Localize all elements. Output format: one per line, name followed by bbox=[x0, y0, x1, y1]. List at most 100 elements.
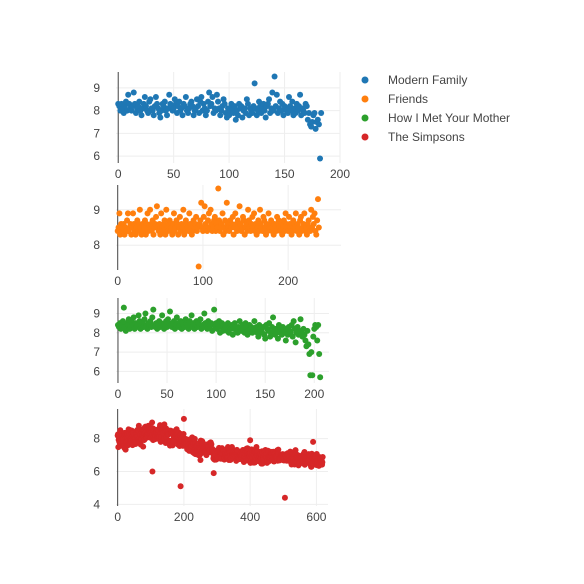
data-point bbox=[257, 206, 264, 213]
data-point bbox=[197, 316, 204, 323]
data-point bbox=[262, 114, 269, 121]
data-point bbox=[310, 438, 317, 445]
x-tick-label: 200 bbox=[330, 167, 350, 181]
x-tick-label: 50 bbox=[160, 387, 174, 401]
x-tick-label: 150 bbox=[255, 387, 275, 401]
data-point bbox=[292, 339, 299, 346]
legend-item[interactable]: How I Met Your Mother bbox=[361, 111, 511, 125]
data-point bbox=[318, 109, 325, 116]
data-point bbox=[294, 107, 301, 114]
legend-item[interactable]: The Simpsons bbox=[361, 130, 465, 144]
data-point bbox=[264, 100, 271, 107]
x-tick-label: 0 bbox=[114, 274, 121, 288]
data-point bbox=[266, 96, 273, 103]
data-point bbox=[176, 213, 183, 220]
x-tick-label: 0 bbox=[115, 387, 122, 401]
data-point bbox=[311, 210, 318, 217]
data-point bbox=[223, 199, 230, 206]
data-point bbox=[198, 94, 205, 101]
data-point bbox=[121, 103, 128, 110]
data-point bbox=[203, 107, 210, 114]
x-tick-label: 600 bbox=[306, 510, 326, 524]
data-point bbox=[210, 470, 217, 477]
y-tick-label: 9 bbox=[93, 203, 100, 217]
data-point bbox=[314, 217, 321, 224]
data-point bbox=[200, 100, 207, 107]
x-tick-label: 200 bbox=[304, 387, 324, 401]
data-point bbox=[153, 213, 160, 220]
y-tick-label: 9 bbox=[93, 306, 100, 320]
data-point bbox=[274, 335, 281, 342]
legend-item[interactable]: Modern Family bbox=[361, 73, 468, 87]
data-point bbox=[251, 210, 258, 217]
data-point bbox=[262, 335, 269, 342]
y-tick-label: 6 bbox=[93, 464, 100, 478]
x-tick-label: 0 bbox=[114, 510, 121, 524]
data-point bbox=[297, 316, 304, 323]
data-point bbox=[120, 304, 127, 311]
data-point bbox=[116, 210, 123, 217]
legend-item[interactable]: Friends bbox=[361, 92, 429, 106]
subplot-2: 0 100 200 8 9 bbox=[93, 185, 341, 288]
data-point bbox=[207, 206, 214, 213]
data-point bbox=[247, 437, 254, 444]
data-point bbox=[305, 217, 312, 224]
data-point bbox=[149, 314, 156, 321]
legend-marker bbox=[361, 133, 369, 141]
data-point bbox=[221, 100, 228, 107]
data-point bbox=[218, 107, 225, 114]
data-point bbox=[197, 457, 204, 464]
data-point bbox=[141, 94, 148, 101]
data-point bbox=[226, 112, 233, 119]
x-tick-label: 50 bbox=[167, 167, 181, 181]
data-point bbox=[303, 103, 310, 110]
data-point bbox=[285, 94, 292, 101]
data-point bbox=[190, 112, 197, 119]
x-tick-label: 100 bbox=[206, 387, 226, 401]
data-point bbox=[201, 203, 208, 210]
y-tick-label: 8 bbox=[93, 432, 100, 446]
data-point bbox=[140, 443, 147, 450]
data-point bbox=[273, 91, 280, 98]
data-point bbox=[229, 331, 236, 338]
x-tick-label: 100 bbox=[219, 167, 239, 181]
data-point bbox=[317, 374, 324, 381]
data-point bbox=[142, 310, 149, 317]
data-point bbox=[208, 441, 215, 448]
data-point bbox=[149, 468, 156, 475]
data-point bbox=[251, 80, 258, 87]
x-tick-label: 200 bbox=[174, 510, 194, 524]
data-point bbox=[319, 453, 326, 460]
legend: Modern Family Friends How I Met Your Mothe… bbox=[361, 73, 511, 144]
data-point bbox=[282, 337, 289, 344]
data-point bbox=[193, 213, 200, 220]
data-point bbox=[220, 96, 227, 103]
y-tick-label: 8 bbox=[93, 238, 100, 252]
data-point bbox=[245, 206, 252, 213]
data-point bbox=[275, 446, 282, 453]
data-point bbox=[314, 337, 321, 344]
subplot-3: 0 50 100 150 200 6 7 8 9 bbox=[93, 298, 329, 401]
data-point bbox=[173, 314, 180, 321]
data-point bbox=[200, 213, 207, 220]
data-point bbox=[136, 206, 143, 213]
data-point bbox=[217, 112, 224, 119]
data-point bbox=[130, 89, 137, 96]
data-point bbox=[170, 210, 177, 217]
legend-marker bbox=[361, 95, 369, 103]
data-point bbox=[315, 121, 322, 128]
y-tick-label: 8 bbox=[93, 326, 100, 340]
data-point bbox=[150, 231, 157, 238]
x-tick-label: 100 bbox=[193, 274, 213, 288]
data-point bbox=[161, 98, 168, 105]
data-point bbox=[209, 94, 216, 101]
data-point bbox=[309, 372, 316, 379]
data-point bbox=[176, 98, 183, 105]
y-tick-label: 9 bbox=[93, 81, 100, 95]
data-point bbox=[213, 91, 220, 98]
data-point bbox=[186, 210, 193, 217]
y-tick-label: 8 bbox=[93, 104, 100, 118]
data-point bbox=[244, 100, 251, 107]
data-point bbox=[130, 210, 137, 217]
data-point bbox=[297, 91, 304, 98]
